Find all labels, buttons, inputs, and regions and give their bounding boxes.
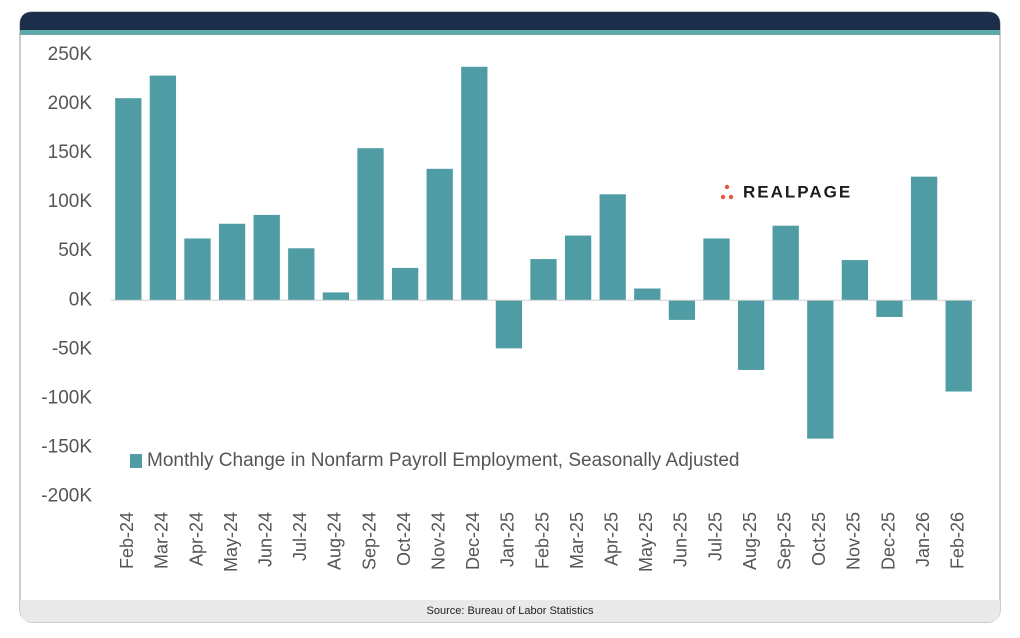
bar xyxy=(737,300,765,370)
y-tick-label: 150K xyxy=(48,142,93,163)
x-tick-label: Aug-24 xyxy=(325,512,345,570)
y-tick-label: 200K xyxy=(48,93,93,114)
x-tick-label: Jan-26 xyxy=(913,512,933,567)
header-band xyxy=(20,12,1000,30)
bar xyxy=(841,260,869,301)
logo-dot xyxy=(724,184,730,190)
header-stripe xyxy=(20,30,1000,35)
bar xyxy=(599,194,626,301)
footer-band xyxy=(20,600,1000,622)
x-tick-label: Jan-25 xyxy=(498,512,518,567)
x-tick-label: Oct-25 xyxy=(809,512,829,566)
x-tick-label: Dec-25 xyxy=(878,512,898,570)
bar xyxy=(184,238,211,301)
bar xyxy=(945,300,972,392)
x-tick-label: Jun-24 xyxy=(255,512,275,567)
bar xyxy=(876,300,903,317)
bar xyxy=(357,148,384,301)
bar xyxy=(253,214,280,301)
x-tick-label: Jul-25 xyxy=(705,512,725,561)
x-tick-label: Oct-24 xyxy=(394,512,414,566)
bar xyxy=(391,267,419,301)
x-tick-label: May-24 xyxy=(221,512,241,572)
bar xyxy=(634,288,661,301)
y-tick-label: 50K xyxy=(58,240,92,261)
bar xyxy=(461,66,488,301)
bar xyxy=(218,223,246,301)
bar xyxy=(322,292,350,301)
bar xyxy=(495,300,523,349)
y-tick-label: -200K xyxy=(41,486,92,507)
x-tick-label: Apr-24 xyxy=(186,512,206,566)
bar xyxy=(668,300,696,320)
x-tick-label: Aug-25 xyxy=(740,512,760,570)
bar xyxy=(530,259,557,301)
y-tick-label: -50K xyxy=(52,338,92,359)
brand-logo: REALPAGE xyxy=(743,182,852,201)
bar xyxy=(807,300,834,439)
legend-swatch xyxy=(130,454,142,468)
x-tick-label: Apr-25 xyxy=(601,512,621,566)
x-tick-label: Dec-24 xyxy=(463,512,483,570)
y-tick-label: 100K xyxy=(48,191,93,212)
y-tick-label: -150K xyxy=(41,436,92,457)
bar xyxy=(426,168,453,301)
x-tick-label: Sep-24 xyxy=(359,512,379,570)
x-tick-label: Feb-25 xyxy=(532,512,552,569)
x-tick-label: May-25 xyxy=(636,512,656,572)
x-tick-label: Jul-24 xyxy=(290,512,310,561)
x-tick-label: Feb-24 xyxy=(117,512,137,569)
bar xyxy=(115,98,142,301)
bar xyxy=(910,176,938,301)
x-tick-label: Mar-24 xyxy=(152,512,172,569)
x-tick-label: Nov-24 xyxy=(428,512,448,570)
x-tick-label: Jun-25 xyxy=(671,512,691,567)
x-tick-label: Sep-25 xyxy=(774,512,794,570)
x-tick-label: Mar-25 xyxy=(567,512,587,569)
logo-dot xyxy=(728,194,734,200)
bar xyxy=(564,235,592,301)
y-tick-label: 250K xyxy=(48,44,93,65)
source: Source: Bureau of Labor Statistics xyxy=(427,605,594,617)
bar xyxy=(772,225,799,301)
x-tick-label: Nov-25 xyxy=(844,512,864,570)
bar xyxy=(149,75,177,301)
bar xyxy=(703,238,730,301)
logo-dot xyxy=(720,194,726,200)
bar xyxy=(288,248,315,301)
y-tick-label: 0K xyxy=(69,289,93,310)
legend-label: Monthly Change in Nonfarm Payroll Employ… xyxy=(147,450,739,471)
x-tick-label: Feb-26 xyxy=(947,512,967,569)
y-tick-label: -100K xyxy=(41,387,92,408)
